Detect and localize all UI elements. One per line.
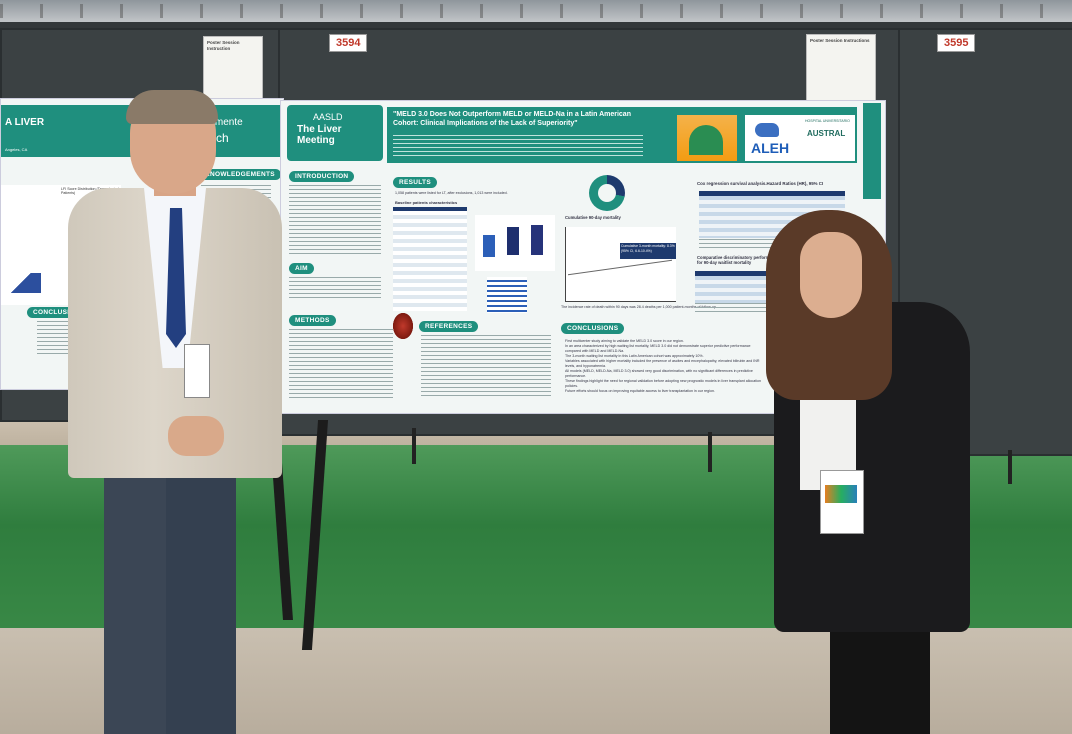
- methods-text: [289, 329, 393, 399]
- cumulative-box: Cumulative 3-month mortality: 8.3% (95% …: [620, 243, 676, 259]
- conclusion-item: These findings highlight the need for re…: [565, 379, 761, 388]
- left-chart-label: LFI Score Distribution (Transplanted Pat…: [61, 187, 119, 195]
- km-curve-chart: Cumulative 3-month mortality: 8.3% (95% …: [565, 227, 676, 302]
- left-location: Angeles, CA: [5, 147, 28, 152]
- author-list: [393, 135, 643, 157]
- results-header: RESULTS: [393, 177, 437, 188]
- man-hair: [126, 90, 218, 124]
- booth-number-3595: 3595: [937, 34, 976, 52]
- woman-face: [800, 232, 862, 318]
- board-leg: [708, 432, 712, 472]
- mini-bar-chart: [487, 277, 527, 313]
- booth-number-3594: 3594: [329, 34, 368, 52]
- conclusion-item: First multicenter study aiming to valida…: [565, 339, 684, 343]
- conclusion-item: The 3-month waiting list mortality in th…: [565, 354, 704, 358]
- boxplot-meld: [483, 235, 495, 257]
- left-ack-header: KNOWLEDGEMENTS: [199, 169, 281, 180]
- aim-text: [289, 277, 381, 301]
- aleh-logo: ALEH: [751, 140, 790, 156]
- methods-header: METHODS: [289, 315, 336, 326]
- conclusions-header: CONCLUSIONS: [561, 323, 625, 334]
- boxplot-meld-na: [507, 227, 519, 255]
- aim-header: AIM: [289, 263, 314, 274]
- latin-america-map-icon: [393, 313, 413, 339]
- conclusion-item: Future efforts should focus on improving…: [565, 389, 715, 393]
- baseline-header: Baseline patients characteristics: [395, 200, 458, 205]
- right-instruction-card: Poster Session Instructions: [806, 34, 876, 102]
- left-banner-text2: ch: [216, 131, 229, 145]
- board-leg: [412, 428, 416, 464]
- man-hands: [168, 416, 224, 456]
- meld-boxplot: [475, 215, 555, 271]
- donut-hole: [598, 184, 616, 202]
- introduction-text: [289, 185, 381, 257]
- donut-chart: [589, 175, 625, 211]
- woman-badge: [820, 470, 864, 534]
- cox-header: Cox regression survival analysis.Hazard …: [697, 181, 824, 186]
- ceiling-truss: [0, 4, 1072, 18]
- baseline-table: [393, 207, 467, 311]
- comparative-header: Comparative discriminatory performance o…: [697, 255, 812, 265]
- man-right-leg: [166, 460, 236, 734]
- poster-side-tab: [863, 103, 881, 199]
- left-instruction-card: Poster Session Instruction: [203, 36, 263, 100]
- austral-subtitle: HOSPITAL UNIVERSITARIO: [805, 119, 850, 123]
- poster-title: "MELD 3.0 Does Not Outperform MELD or ME…: [393, 111, 631, 127]
- references-header: REFERENCES: [419, 321, 479, 332]
- conclusion-item: All models (MELD, MELD-Na, MELD 3.0) sho…: [565, 369, 753, 378]
- logos-area: ALEH HOSPITAL UNIVERSITARIO AUSTRAL: [745, 115, 855, 161]
- aasld-logo: AASLD The Liver Meeting: [287, 105, 383, 161]
- badge-graphic: [825, 485, 857, 503]
- capitol-dome-icon: [689, 125, 723, 155]
- left-poster-title: A LIVER: [5, 117, 45, 128]
- aleh-liver-icon: [755, 123, 779, 137]
- board-leg: [1008, 450, 1012, 484]
- introduction-header: INTRODUCTION: [289, 171, 355, 182]
- man-badge: [184, 344, 210, 398]
- man-presenter: [60, 88, 290, 734]
- conclusion-item: In an area characterized by high waiting…: [565, 344, 751, 353]
- man-tie: [166, 208, 186, 348]
- cumulative-label: Cumulative 90-day mortality: [565, 215, 621, 220]
- austral-logo: AUSTRAL: [807, 129, 846, 138]
- woman-presenter: [760, 210, 1000, 734]
- left-conclusions-header: CONCLUSIONS: [27, 307, 91, 318]
- left-chart-bars: [1, 273, 41, 293]
- references-text: [421, 335, 551, 399]
- boxplot-meld3: [531, 225, 543, 255]
- aasld-text: AASLD: [313, 112, 343, 122]
- title-banner: "MELD 3.0 Does Not Outperform MELD or ME…: [387, 107, 857, 163]
- left-banner-text: mamente: [201, 117, 243, 128]
- km-curve-line: [568, 259, 672, 290]
- results-intro: 1,058 patients were listed for LT, after…: [395, 191, 508, 195]
- conclusions-text: First multicenter study aiming to valida…: [565, 339, 765, 411]
- man-left-leg: [104, 460, 166, 734]
- incidence-text: The incidence rate of death within 90 da…: [561, 305, 717, 309]
- capitol-image: [677, 115, 737, 161]
- liver-meeting-text: The Liver Meeting: [297, 124, 342, 146]
- conclusion-item: Variables associated with higher mortali…: [565, 359, 760, 368]
